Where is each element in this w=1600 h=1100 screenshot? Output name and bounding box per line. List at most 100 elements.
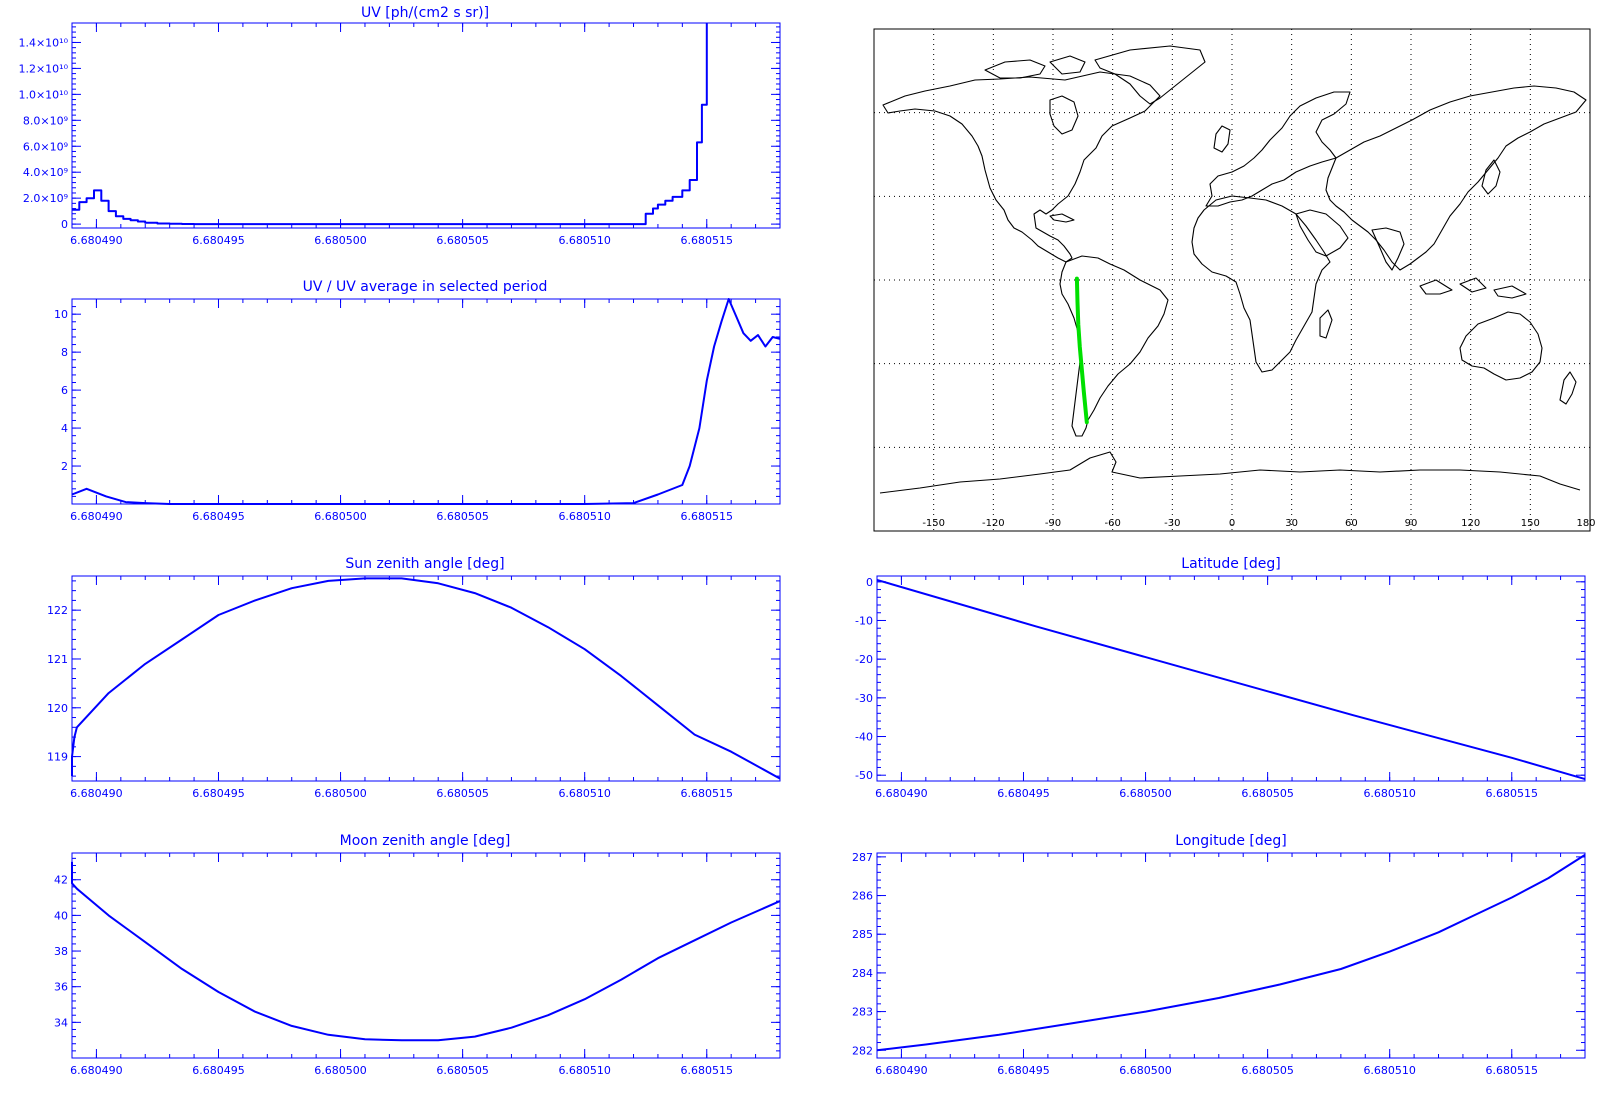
uv-ratio-y-tick-label: 6 <box>61 384 68 397</box>
latitude-x-tick-label: 6.680510 <box>1363 787 1416 800</box>
longitude-x-tick-label: 6.680510 <box>1363 1064 1416 1077</box>
uv-ratio-y-tick-label: 8 <box>61 346 68 359</box>
satellite-ground-track <box>1074 276 1089 425</box>
sun-zenith-x-tick-label: 6.680495 <box>192 787 245 800</box>
madagascar-outline <box>1319 309 1333 339</box>
longitude-series-line <box>876 854 1586 1052</box>
world-map: -150 -120 -90 -60 -30 0 30 60 90 120 150 180 <box>873 28 1596 532</box>
uv-ratio-y-tick-label: 4 <box>61 422 68 435</box>
latitude-y-tick-label: -40 <box>855 731 873 744</box>
uv-series-line <box>72 23 708 226</box>
uv-y-tick-label: 1.4×10¹⁰ <box>18 36 68 49</box>
latitude-plot-frame <box>876 575 1586 782</box>
uv-ratio-plot-frame <box>71 298 781 505</box>
latitude-series-line <box>876 578 1586 781</box>
uv-ratio-x-tick-label: 6.680495 <box>192 510 245 523</box>
arabia-outline <box>1295 209 1349 257</box>
continent-outlines <box>879 45 1587 494</box>
hudson-bay-outline <box>1049 95 1079 135</box>
britain-outline <box>1213 125 1231 153</box>
longitude-x-tick-label: 6.680495 <box>997 1064 1050 1077</box>
longitude-x-tick-label: 6.680505 <box>1241 1064 1294 1077</box>
longitude-x-tick-label: 6.680500 <box>1119 1064 1172 1077</box>
uv-x-tick-label: 6.680505 <box>436 234 489 247</box>
moon-zenith-y-tick-label: 42 <box>54 874 68 887</box>
uv-ratio-x-tick-label: 6.680515 <box>681 510 734 523</box>
new-zealand-outline <box>1559 371 1577 405</box>
moon-zenith-y-tick-label: 40 <box>54 909 68 922</box>
sun-zenith-x-tick-label: 6.680490 <box>70 787 123 800</box>
moon-zenith-plot-frame <box>71 852 781 1059</box>
uv-x-tick-label: 6.680500 <box>314 234 367 247</box>
longitude-plot: Longitude [deg] 6.680490 6.680495 6.680500… <box>852 833 1586 1077</box>
latitude-y-tick-label: -50 <box>855 769 873 782</box>
map-lon-tick-label: -120 <box>982 518 1005 529</box>
longitude-title: Longitude [deg] <box>1175 833 1286 849</box>
uv-ratio-x-tick-label: 6.680510 <box>558 510 611 523</box>
uv-y-tick-label: 6.0×10⁹ <box>23 140 68 153</box>
longitude-y-tick-label: 284 <box>852 967 873 980</box>
moon-zenith-title: Moon zenith angle [deg] <box>340 833 511 849</box>
uv-ratio-x-tick-label: 6.680505 <box>436 510 489 523</box>
longitude-y-tick-label: 283 <box>852 1006 873 1019</box>
latitude-y-tick-label: 0 <box>866 576 873 589</box>
australia-outline <box>1459 311 1543 381</box>
sun-zenith-y-tick-label: 120 <box>47 702 68 715</box>
latitude-title: Latitude [deg] <box>1181 556 1280 572</box>
antarctica-outline <box>879 451 1581 494</box>
uv-x-tick-label: 6.680490 <box>70 234 123 247</box>
asia-outline <box>1325 85 1587 271</box>
moon-zenith-x-tick-label: 6.680500 <box>314 1064 367 1077</box>
sun-zenith-y-tick-label: 119 <box>47 751 68 764</box>
longitude-x-tick-label: 6.680515 <box>1486 1064 1539 1077</box>
sun-zenith-y-tick-label: 121 <box>47 653 68 666</box>
map-lon-tick-label: -60 <box>1104 518 1120 529</box>
uv-x-tick-label: 6.680495 <box>192 234 245 247</box>
indonesia-outline <box>1419 277 1527 299</box>
greenland-outline <box>1094 45 1206 105</box>
uv-plot: UV [ph/(cm2 s sr)] 6.680490 6.680495 6.680… <box>18 5 781 247</box>
longitude-y-tick-label: 285 <box>852 928 873 941</box>
longitude-y-tick-label: 282 <box>852 1044 873 1057</box>
latitude-y-tick-label: -10 <box>855 614 873 627</box>
longitude-y-tick-label: 287 <box>852 851 873 864</box>
africa-outline <box>1191 195 1331 373</box>
south-america-outline <box>1059 255 1169 437</box>
latitude-y-tick-label: -20 <box>855 653 873 666</box>
map-lon-tick-label: 0 <box>1229 518 1235 529</box>
map-lon-tick-label: -150 <box>922 518 945 529</box>
uv-x-tick-label: 6.680510 <box>558 234 611 247</box>
longitude-y-tick-label: 286 <box>852 890 873 903</box>
moon-zenith-y-tick-label: 36 <box>54 981 68 994</box>
uv-ratio-x-tick-label: 6.680490 <box>70 510 123 523</box>
japan-outline <box>1481 159 1501 195</box>
uv-y-tick-label: 4.0×10⁹ <box>23 166 68 179</box>
latitude-y-tick-label: -30 <box>855 692 873 705</box>
longitude-plot-frame <box>876 852 1586 1059</box>
latitude-x-tick-label: 6.680515 <box>1486 787 1539 800</box>
sun-zenith-plot-frame <box>71 575 781 782</box>
sun-zenith-plot: Sun zenith angle [deg] 6.680490 6.680495 6… <box>47 556 781 800</box>
latitude-x-tick-label: 6.680490 <box>875 787 928 800</box>
sun-zenith-title: Sun zenith angle [deg] <box>345 556 504 572</box>
uv-y-tick-label: 0 <box>61 218 68 231</box>
map-lon-tick-label: -30 <box>1164 518 1180 529</box>
moon-zenith-y-tick-label: 38 <box>54 945 68 958</box>
moon-zenith-series-line <box>71 861 781 1042</box>
latitude-x-tick-label: 6.680500 <box>1119 787 1172 800</box>
map-lon-tick-label: 120 <box>1461 518 1480 529</box>
uv-y-tick-label: 2.0×10⁹ <box>23 192 68 205</box>
map-lon-tick-label: 60 <box>1345 518 1358 529</box>
uv-ratio-series-line <box>71 298 781 505</box>
map-longitude-ticks: -150 -120 -90 -60 -30 0 30 60 90 120 150 180 <box>922 518 1595 529</box>
uv-ratio-plot: UV / UV average in selected period 6.680… <box>54 279 781 523</box>
longitude-x-tick-label: 6.680490 <box>875 1064 928 1077</box>
sun-zenith-x-tick-label: 6.680510 <box>558 787 611 800</box>
europe-outline <box>1205 91 1351 207</box>
moon-zenith-x-tick-label: 6.680505 <box>436 1064 489 1077</box>
sun-zenith-x-tick-label: 6.680505 <box>436 787 489 800</box>
uv-ratio-title: UV / UV average in selected period <box>303 279 548 295</box>
uv-ratio-y-tick-label: 2 <box>61 460 68 473</box>
sun-zenith-series-line <box>71 577 781 780</box>
moon-zenith-x-tick-label: 6.680510 <box>558 1064 611 1077</box>
